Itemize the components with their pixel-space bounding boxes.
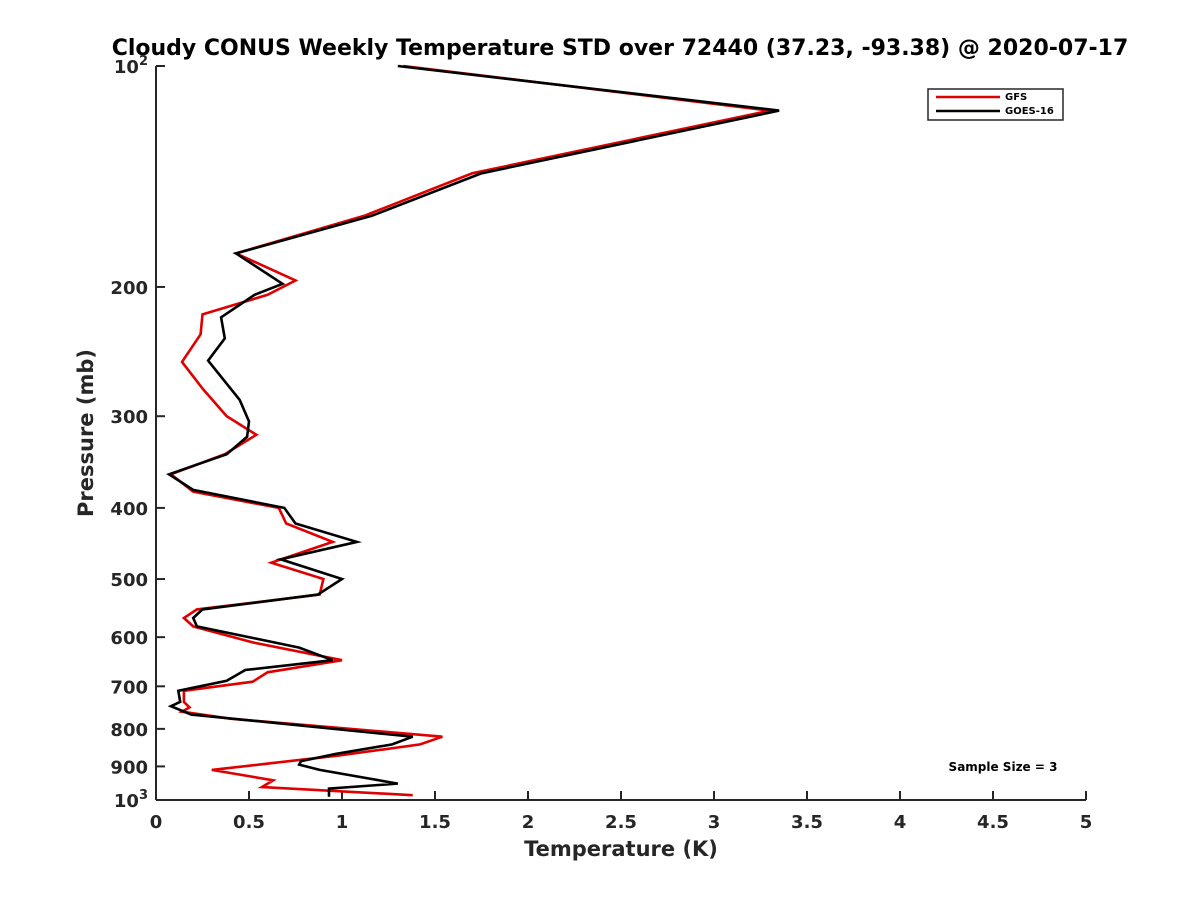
y-axis-label: Pressure (mb) bbox=[74, 349, 98, 517]
y-tick-label: 300 bbox=[110, 407, 148, 428]
legend-label-gfs: GFS bbox=[1005, 92, 1027, 103]
x-tick-label: 2 bbox=[522, 812, 535, 833]
legend-box bbox=[927, 88, 1064, 121]
x-tick-label: 3.5 bbox=[791, 812, 823, 833]
y-tick-exponent: 3 bbox=[139, 788, 148, 803]
y-tick-label: 103 bbox=[114, 788, 148, 812]
y-tick-base: 10 bbox=[114, 57, 139, 78]
y-tick-label: 900 bbox=[110, 757, 148, 778]
x-tick-label: 2.5 bbox=[605, 812, 637, 833]
x-tick-label: 1.5 bbox=[419, 812, 451, 833]
y-tick-label: 700 bbox=[110, 677, 148, 698]
sample-size-note: Sample Size = 3 bbox=[949, 760, 1058, 774]
y-tick-label: 600 bbox=[110, 628, 148, 649]
legend: GFS GOES-16 bbox=[927, 88, 1064, 121]
series-line-gfs bbox=[168, 64, 771, 797]
series-line-goes16 bbox=[166, 64, 780, 797]
y-tick-label: 800 bbox=[110, 720, 148, 741]
y-tick-label: 400 bbox=[110, 499, 148, 520]
x-tick-label: 4.5 bbox=[977, 812, 1009, 833]
chart-title: Cloudy CONUS Weekly Temperature STD over… bbox=[112, 36, 1129, 61]
x-tick-label: 5 bbox=[1080, 812, 1093, 833]
x-tick-label: 3 bbox=[708, 812, 721, 833]
x-axis-label: Temperature (K) bbox=[524, 837, 718, 861]
x-tick-label: 0.5 bbox=[233, 812, 265, 833]
series-layer bbox=[166, 64, 780, 797]
x-tick-label: 0 bbox=[150, 812, 163, 833]
x-tick-label: 1 bbox=[336, 812, 349, 833]
axes bbox=[155, 66, 1086, 801]
x-tick-label: 4 bbox=[894, 812, 907, 833]
y-tick-base: 10 bbox=[114, 791, 139, 812]
x-ticks: 0 0.5 1 1.5 2 2.5 3 3.5 4 4.5 5 bbox=[150, 791, 1093, 833]
y-tick-label: 102 bbox=[114, 54, 148, 78]
y-tick-label: 200 bbox=[110, 278, 148, 299]
y-tick-exponent: 2 bbox=[139, 54, 148, 69]
y-tick-label: 500 bbox=[110, 570, 148, 591]
legend-label-goes16: GOES-16 bbox=[1005, 106, 1054, 117]
